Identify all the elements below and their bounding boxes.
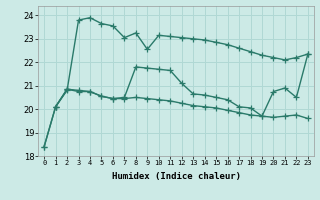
X-axis label: Humidex (Indice chaleur): Humidex (Indice chaleur) [111, 172, 241, 181]
